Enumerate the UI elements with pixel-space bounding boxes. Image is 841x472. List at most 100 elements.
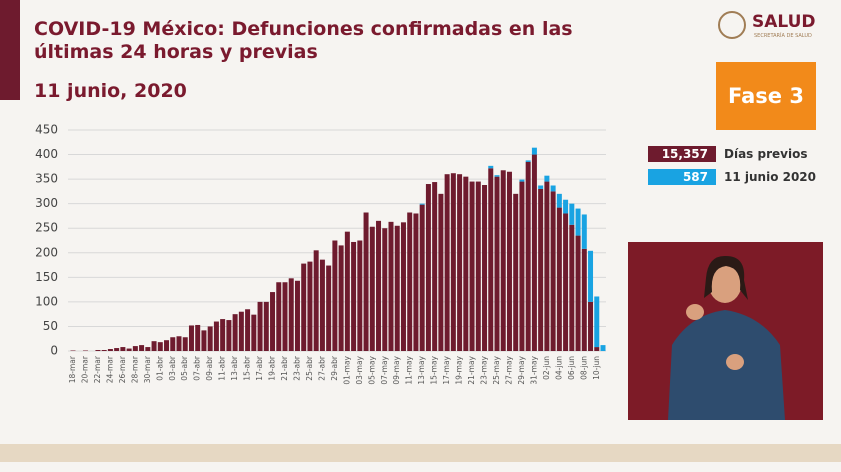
bar [594,296,600,348]
bar [351,241,357,351]
bar [288,278,294,351]
bar [569,203,575,225]
bar [550,185,556,192]
chart-title: COVID-19 México: Defunciones confirmadas… [34,18,573,63]
x-tick-label: 24-mar [105,355,114,383]
bar [494,176,500,351]
bar [475,181,481,351]
legend-label: 11 junio 2020 [724,170,816,184]
x-tick-label: 21-may [467,355,476,384]
x-tick-label: 05-may [367,355,376,384]
legend-label: Días previos [724,147,807,161]
bar [301,263,307,351]
logo-emblem [718,11,746,39]
x-tick-label: 21-abr [280,355,289,381]
bar [432,182,438,351]
bar [469,181,475,351]
bar [251,314,257,351]
x-tick-label: 02-jun [542,356,551,380]
bar [488,165,494,169]
x-tick-label: 01-abr [155,355,164,381]
x-tick-label: 09-abr [205,355,214,381]
bar [513,193,519,351]
x-tick-label: 23-abr [292,355,301,381]
x-tick-label: 06-jun [567,356,576,380]
bar [276,282,282,351]
x-tick-label: 15-abr [243,355,252,381]
y-tick-label: 400 [35,147,58,161]
bar [544,181,550,351]
bar [157,342,163,351]
bar [282,282,288,351]
y-tick-label: 100 [35,294,58,308]
bar [450,173,456,351]
x-tick-label: 29-abr [330,355,339,381]
bar [369,226,375,351]
side-strip [0,0,20,100]
bar [145,347,151,351]
x-tick-label: 05-abr [180,355,189,381]
bar [581,248,587,351]
bar [382,228,388,351]
bar [538,188,544,351]
x-tick-label: 23-may [480,355,489,384]
bar [313,250,319,351]
bar [563,213,569,351]
bar [232,314,238,351]
bar [394,225,400,351]
y-tick-label: 50 [43,319,58,333]
bar [581,214,587,249]
bar [139,345,145,351]
bar [494,175,500,177]
x-tick-label: 13-may [417,355,426,384]
bar [425,184,431,351]
x-tick-label: 08-jun [579,356,588,380]
legend-swatch [648,169,716,185]
bar [213,321,219,351]
x-tick-label: 07-may [380,355,389,384]
x-tick-label: 18-mar [68,355,77,383]
x-tick-label: 25-abr [305,355,314,381]
logo-text: SALUD [752,12,816,32]
bar [226,320,232,351]
bar [170,337,176,351]
bar [388,221,394,351]
legend-total: 15,357 [662,147,708,161]
x-tick-label: 26-mar [118,355,127,383]
x-tick-label: 13-abr [230,355,239,381]
bar [531,154,537,351]
y-tick-label: 250 [35,221,58,235]
bar [164,340,170,351]
bar [107,349,113,351]
bar [319,259,325,351]
y-tick-label: 300 [35,196,58,210]
bar [307,261,313,351]
bar [400,222,406,351]
y-tick-label: 0 [50,344,58,358]
bar [488,168,494,351]
bar [95,350,101,351]
bar [588,301,594,351]
x-tick-label: 17-abr [255,355,264,381]
bar [457,174,463,351]
bar [344,231,350,351]
bottom-band [0,444,841,462]
bar [120,347,126,351]
y-tick-label: 350 [35,172,58,186]
bar [575,208,581,236]
bar [238,311,244,351]
bar [444,174,450,351]
bar [188,325,194,351]
bar [519,181,525,351]
bar [126,348,132,351]
bar [132,346,138,351]
bar [182,337,188,351]
bar [114,348,120,351]
x-tick-label: 22-mar [93,355,102,383]
x-tick-label: 15-may [430,355,439,384]
bar [338,245,344,351]
x-tick-label: 30-mar [143,355,152,383]
bar [357,240,363,351]
bar [101,350,107,351]
